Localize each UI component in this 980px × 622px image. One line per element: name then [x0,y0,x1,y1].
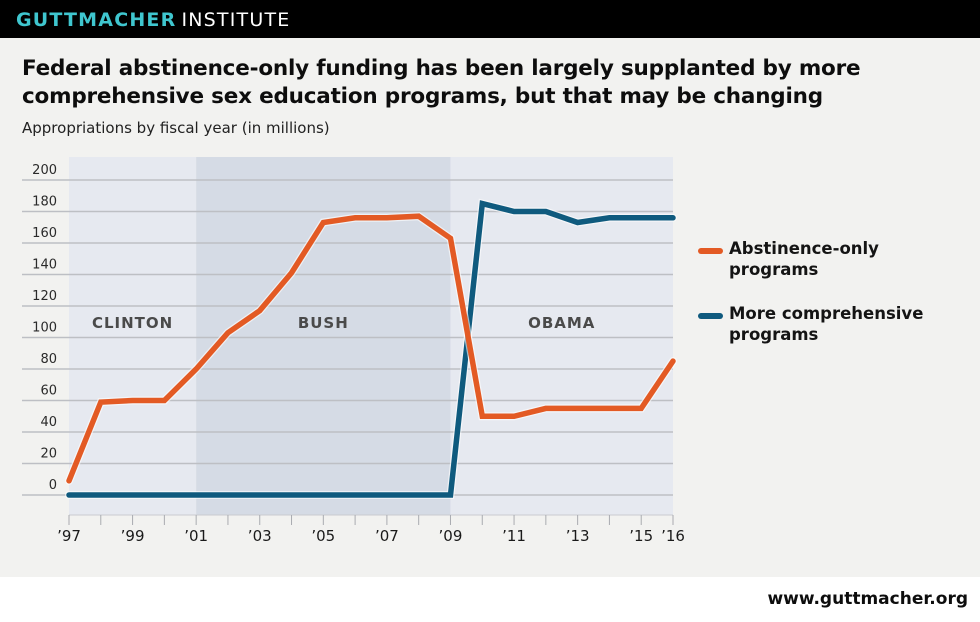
footer-url: www.guttmacher.org [767,589,968,609]
x-tick-label: ’01 [184,527,208,545]
series-line-abstinence [66,213,676,484]
x-tick-label: ’09 [439,527,463,545]
series-line-comprehensive [66,200,676,498]
logo-brand: GUTTMACHER [16,9,177,31]
header-bar: GUTTMACHER INSTITUTE [0,0,980,38]
guttmacher-logo: GUTTMACHER INSTITUTE [16,9,290,31]
x-tick-label: ’97 [57,527,81,545]
period-label-clinton: CLINTON [92,314,173,332]
x-tick-label: ’13 [566,527,590,545]
x-tick-label: ’03 [248,527,272,545]
legend-item-abstinence: Abstinence-only programs [698,238,969,280]
x-tick-label: ’07 [375,527,399,545]
period-bands [69,157,673,515]
y-tick-label: 60 [40,384,57,399]
y-tick-label: 200 [32,163,57,178]
legend-swatch-comprehensive [698,313,723,319]
x-tick-label: ’99 [121,527,145,545]
period-label-obama: OBAMA [528,314,595,332]
logo-suffix: INSTITUTE [181,9,291,31]
legend-label-abstinence-line1: Abstinence-only [729,239,879,258]
period-band-clinton [69,157,197,515]
legend-swatch-abstinence [698,248,723,254]
y-tick-label: 140 [32,258,57,273]
legend-label-comprehensive-line1: More comprehensive [729,304,924,323]
y-tick-label: 120 [32,289,57,304]
period-labels: CLINTON BUSH OBAMA [92,314,595,332]
x-tick-label: ’15 [629,527,653,545]
x-tick-label: ’11 [502,527,526,545]
line-chart: 0 20 40 60 80 100 120 140 160 180 200 ’97 ’99 ’01 ’03… [22,157,685,545]
y-tick-label: 80 [40,352,57,367]
period-label-bush: BUSH [298,314,349,332]
legend-label-comprehensive-line2: programs [729,325,819,344]
y-tick-label: 40 [40,415,57,430]
y-tick-label: 100 [32,321,57,336]
y-tick-label: 0 [49,478,57,493]
x-tick-label: ’05 [311,527,335,545]
x-tick-label: ’16 [661,527,685,545]
x-axis: ’97 ’99 ’01 ’03 ’05 ’07 ’09 ’11 ’13 ’15 ’16 [57,514,685,545]
legend-label-abstinence-line2: programs [729,260,819,279]
y-tick-label: 160 [32,226,57,241]
series-lines [65,198,677,499]
y-axis-labels: 0 20 40 60 80 100 120 140 160 180 200 [32,163,57,493]
chart-subtitle: Appropriations by fiscal year (in millio… [22,119,330,137]
y-tick-label: 20 [40,447,57,462]
chart-title: Federal abstinence-only funding has been… [22,56,861,109]
y-tick-label: 180 [32,195,57,210]
legend-item-comprehensive: More comprehensive programs [698,303,969,345]
